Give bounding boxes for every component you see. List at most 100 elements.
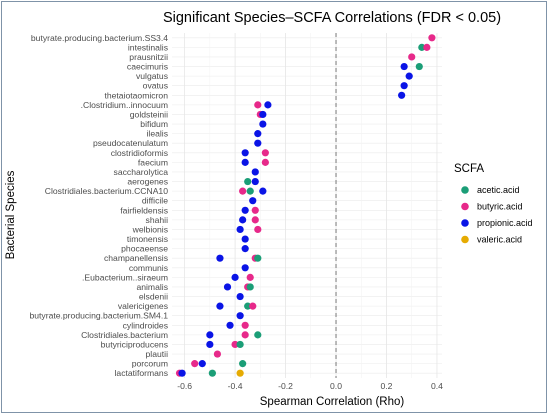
point-propionic-acid [236, 292, 244, 301]
y-tick-label: cylindroides [123, 320, 168, 330]
point-butyric-acid [241, 321, 249, 329]
y-tick-label: difficile [142, 196, 168, 206]
point-propionic-acid [241, 264, 249, 272]
point-butyric-acid [254, 225, 262, 234]
chart-title: Significant Species–SCFA Correlations (F… [163, 10, 501, 26]
point-propionic-acid [216, 302, 224, 310]
point-acetic-acid [254, 254, 262, 262]
point-propionic-acid [223, 283, 232, 291]
point-propionic-acid [405, 72, 413, 80]
point-propionic-acid [236, 225, 244, 234]
point-butyric-acid [408, 53, 416, 61]
legend-key-acetic-acid [461, 186, 469, 194]
y-tick-label: pseudocatenulatum [93, 138, 168, 148]
legend-title: SCFA [454, 163, 484, 175]
x-tick-label: 0.0 [330, 381, 342, 391]
y-tick-label: elsdenii [139, 292, 168, 302]
y-tick-label: shahii [146, 215, 169, 225]
y-tick-label: thetaiotaomicron [104, 90, 168, 100]
y-tick-label: aerogenes [127, 177, 168, 187]
y-tick-label: butyriciproducens [101, 339, 168, 349]
point-valeric-acid [236, 369, 244, 377]
y-tick-label: animalis [136, 282, 168, 292]
x-tick-label: -0.2 [278, 381, 293, 391]
y-tick-label: phocaeense [121, 244, 168, 254]
point-propionic-acid [231, 273, 239, 281]
point-butyric-acid [428, 34, 436, 42]
y-tick-label: faecium [138, 157, 168, 167]
point-butyric-acid [231, 340, 239, 349]
point-butyric-acid [249, 302, 257, 310]
legend-label: propionic.acid [477, 218, 533, 228]
legend-label: acetic.acid [477, 185, 520, 195]
y-tick-label: butyrate.producing.bacterium.SS3.4 [31, 33, 168, 43]
point-propionic-acid [198, 360, 206, 368]
y-tick-label: bifidum [140, 119, 168, 129]
y-tick-label: .Clostridium..innocuum [81, 100, 168, 110]
legend-label: valeric.acid [477, 235, 522, 245]
y-tick-label: Clostridiales.bacterium [81, 330, 168, 340]
point-acetic-acid [244, 302, 252, 310]
point-acetic-acid [239, 360, 247, 368]
point-propionic-acid [249, 197, 257, 205]
point-acetic-acid [254, 331, 262, 339]
point-propionic-acid [236, 312, 244, 320]
legend-key-butyric-acid [461, 202, 469, 211]
y-tick-label: plautii [146, 349, 169, 359]
y-tick-label: welbionis [132, 224, 168, 234]
y-tick-label: Clostridiales.bacterium.CCNA10 [45, 186, 168, 196]
x-tick-label: 0.4 [431, 381, 443, 391]
y-tick-label: ilealis [147, 129, 169, 139]
point-butyric-acid [241, 331, 249, 339]
point-acetic-acid [208, 369, 216, 377]
y-tick-label: communis [129, 263, 168, 273]
point-propionic-acid [239, 216, 247, 224]
point-acetic-acid [236, 340, 244, 349]
x-tick-label: -0.6 [177, 381, 192, 391]
point-butyric-acid [251, 216, 259, 224]
point-propionic-acid [241, 235, 249, 243]
y-tick-label: saccharolytica [114, 167, 169, 177]
y-tick-label: caecimuris [127, 62, 168, 72]
y-tick-label: valericigenes [118, 301, 168, 311]
point-acetic-acid [244, 177, 252, 186]
legend: SCFA acetic.acid butyric.acid propionic.ac… [454, 163, 533, 245]
point-propionic-acid [259, 120, 267, 128]
y-axis-title: Bacterial Species [5, 170, 17, 259]
legend-key-valeric-acid [461, 235, 469, 244]
point-propionic-acid [178, 369, 186, 377]
point-propionic-acid [251, 168, 259, 176]
point-butyric-acid [191, 360, 199, 368]
y-tick-label: ovatus [143, 81, 168, 91]
y-tick-label: lactatiformans [115, 368, 169, 378]
x-tick-labels: -0.6 -0.4 -0.2 0.0 0.2 0.4 [177, 381, 443, 391]
point-propionic-acid [400, 62, 408, 71]
point-butyric-acid [261, 149, 269, 157]
x-tick-label: -0.4 [228, 381, 243, 391]
point-propionic-acid [241, 206, 249, 214]
point-propionic-acid [259, 110, 267, 119]
y-tick-label: intestinalis [128, 42, 168, 52]
point-butyric-acid [254, 101, 262, 109]
legend-label: butyric.acid [477, 202, 523, 212]
point-propionic-acid [241, 149, 249, 157]
y-tick-label: butyrate.producing.bacterium.SM4.1 [29, 311, 168, 321]
point-butyric-acid [251, 206, 259, 214]
point-propionic-acid [206, 331, 214, 339]
y-tick-label: porcorum [132, 359, 168, 369]
point-acetic-acid [246, 283, 254, 291]
y-tick-label: vulgatus [136, 71, 168, 81]
point-propionic-acid [254, 130, 262, 138]
point-propionic-acid [216, 254, 224, 262]
legend-items: acetic.acid butyric.acid propionic.acid val… [461, 185, 533, 245]
point-butyric-acid [423, 43, 431, 51]
point-butyric-acid [213, 350, 222, 358]
point-butyric-acid [246, 273, 254, 281]
point-propionic-acid [254, 139, 262, 147]
y-tick-label: champanellensis [104, 253, 168, 263]
y-tick-label: clostridioformis [111, 148, 168, 158]
y-tick-labels: butyrate.producing.bacterium.SS3.4intest… [29, 33, 168, 378]
y-tick-label: prausnitzii [129, 52, 168, 62]
point-propionic-acid [400, 82, 408, 90]
